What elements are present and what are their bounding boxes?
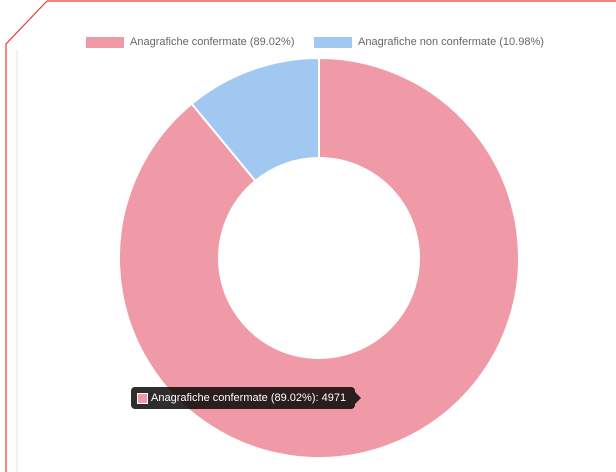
legend-item-confirmed[interactable]: Anagrafiche confermate (89.02%) — [86, 34, 294, 50]
chart-legend: Anagrafiche confermate (89.02%) Anagrafi… — [0, 34, 616, 50]
legend-label-confirmed: Anagrafiche confermate (89.02%) — [130, 36, 295, 48]
legend-label-unconfirmed: Anagrafiche non confermate (10.98%) — [358, 36, 544, 48]
slice-unconfirmed[interactable] — [190, 56, 320, 183]
legend-swatch-unconfirmed — [314, 36, 352, 48]
chart-tooltip: Anagrafiche confermate (89.02%): 4971 — [131, 387, 362, 409]
frame-corner-line — [5, 0, 48, 472]
legend-item-unconfirmed[interactable]: Anagrafiche non confermate (10.98%) — [314, 34, 544, 50]
legend-swatch-confirmed — [86, 36, 124, 48]
slice-confirmed[interactable] — [118, 56, 520, 459]
tooltip-text: Anagrafiche confermate (89.02%): 4971 — [151, 392, 347, 404]
tooltip-swatch — [137, 392, 148, 404]
